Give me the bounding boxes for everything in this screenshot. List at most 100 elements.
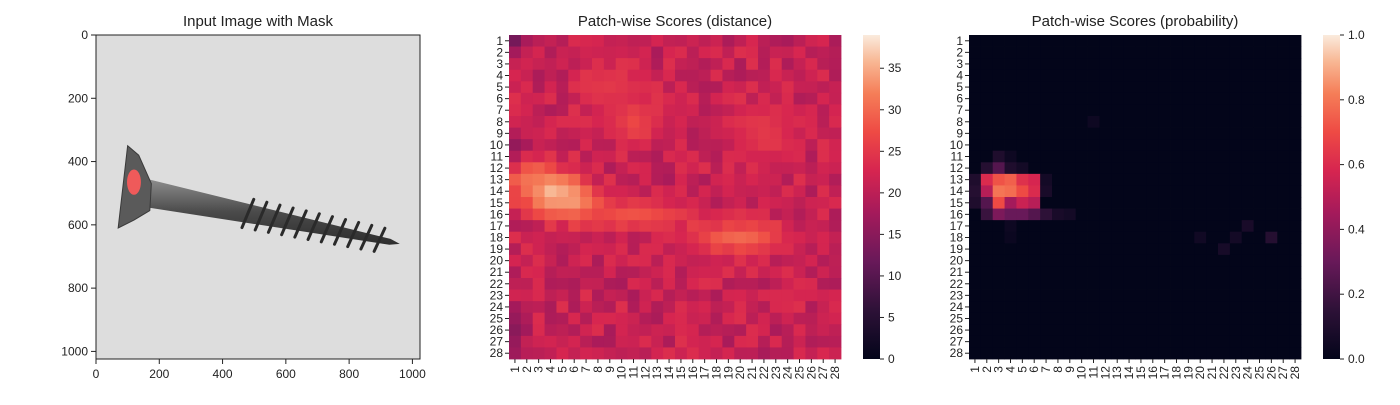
heatmap-cell bbox=[992, 266, 1005, 279]
heatmap-cell bbox=[1099, 208, 1112, 221]
heatmap-cell bbox=[1206, 35, 1219, 47]
x-tick-label: 20 bbox=[733, 366, 747, 380]
heatmap-cell bbox=[781, 335, 794, 348]
y-tick-label: 9 bbox=[496, 126, 503, 140]
heatmap-cell bbox=[568, 185, 581, 198]
heatmap-cell bbox=[1253, 208, 1266, 221]
heatmap-cell bbox=[817, 150, 830, 163]
heatmap-cell bbox=[1135, 197, 1148, 209]
heatmap-cell bbox=[781, 278, 794, 290]
heatmap-cell bbox=[1123, 127, 1136, 140]
heatmap-cell bbox=[722, 243, 735, 256]
heatmap-cell bbox=[1135, 278, 1148, 290]
heatmap-cell bbox=[1265, 324, 1278, 337]
heatmap-cell bbox=[722, 266, 735, 279]
heatmap-cell bbox=[1016, 104, 1029, 117]
heatmap-cell bbox=[1052, 127, 1065, 140]
heatmap-cell bbox=[969, 254, 982, 267]
heatmap-cell bbox=[1182, 347, 1195, 360]
heatmap-cell bbox=[1194, 185, 1207, 198]
heatmap-cell bbox=[556, 104, 569, 117]
heatmap-cell bbox=[1075, 324, 1088, 337]
heatmap-cell bbox=[1229, 46, 1243, 59]
heatmap-cell bbox=[710, 208, 723, 221]
heatmap-cell bbox=[1063, 173, 1077, 186]
heatmap-cell bbox=[1099, 231, 1112, 244]
heatmap-cell bbox=[722, 69, 735, 82]
heatmap-cell bbox=[639, 35, 652, 47]
heatmap-cell bbox=[805, 81, 818, 94]
heatmap-cell bbox=[1218, 46, 1231, 59]
heatmap-cell bbox=[1265, 278, 1278, 290]
heatmap-cell bbox=[1075, 92, 1088, 105]
heatmap-cell bbox=[532, 46, 545, 59]
heatmap-cell bbox=[1265, 254, 1278, 267]
heatmap-cell bbox=[1218, 173, 1231, 186]
y-tick-label: 8 bbox=[956, 115, 963, 129]
heatmap-cell bbox=[686, 150, 700, 163]
heatmap-cell bbox=[592, 92, 605, 105]
heatmap-cell bbox=[1123, 347, 1136, 360]
heatmap-cell bbox=[722, 208, 735, 221]
heatmap-cell bbox=[509, 69, 522, 82]
heatmap-cell bbox=[1277, 92, 1290, 105]
heatmap-cell bbox=[769, 266, 783, 279]
heatmap-cell bbox=[556, 127, 569, 140]
heatmap-cell bbox=[627, 289, 640, 302]
heatmap-cell bbox=[992, 301, 1005, 314]
heatmap-cell bbox=[734, 104, 747, 117]
heatmap-cell bbox=[805, 46, 818, 59]
heatmap-cell bbox=[568, 150, 581, 163]
heatmap-cell bbox=[1028, 197, 1041, 209]
heatmap-cell bbox=[520, 104, 534, 117]
heatmap-cell bbox=[509, 208, 522, 221]
heatmap-cell bbox=[805, 185, 818, 198]
chart-title-image: Input Image with Mask bbox=[183, 13, 334, 30]
heatmap-cell bbox=[1146, 127, 1160, 140]
heatmap-cell bbox=[615, 324, 628, 337]
heatmap-cell bbox=[580, 324, 593, 337]
heatmap-cell bbox=[1241, 69, 1254, 82]
heatmap-cell bbox=[1146, 104, 1160, 117]
heatmap-cell bbox=[509, 92, 522, 105]
heatmap-cell bbox=[1277, 162, 1290, 175]
heatmap-cell bbox=[1075, 69, 1088, 82]
heatmap-cell bbox=[580, 81, 593, 94]
heatmap-cell bbox=[698, 335, 711, 348]
heatmap-cell bbox=[817, 254, 830, 267]
x-tick-label: 13 bbox=[650, 366, 664, 380]
heatmap-cell bbox=[1146, 150, 1160, 163]
heatmap-cell bbox=[1182, 266, 1195, 279]
heatmap-cell bbox=[758, 185, 771, 198]
heatmap-cell bbox=[580, 266, 593, 279]
heatmap-cell bbox=[734, 324, 747, 337]
heatmap-cell bbox=[817, 289, 830, 302]
heatmap-cell bbox=[615, 301, 628, 314]
heatmap-cell bbox=[758, 197, 771, 209]
heatmap-cell bbox=[698, 173, 711, 186]
heatmap-cell bbox=[817, 185, 830, 198]
heatmap-cell bbox=[746, 173, 759, 186]
heatmap-cell bbox=[1063, 324, 1077, 337]
heatmap-cell bbox=[1111, 150, 1124, 163]
heatmap-cell bbox=[969, 243, 982, 256]
heatmap-cell bbox=[1194, 104, 1207, 117]
heatmap-cell bbox=[698, 185, 711, 198]
heatmap-cell bbox=[758, 312, 771, 325]
heatmap-cell bbox=[1111, 289, 1124, 302]
heatmap-cell bbox=[817, 231, 830, 244]
heatmap-cell bbox=[1028, 139, 1041, 152]
heatmap-cell bbox=[746, 197, 759, 209]
heatmap-cell bbox=[805, 278, 818, 290]
heatmap-cell bbox=[781, 347, 794, 360]
heatmap-cell bbox=[793, 69, 806, 82]
heatmap-cell bbox=[746, 162, 759, 175]
heatmap-cell bbox=[817, 81, 830, 94]
heatmap-cell bbox=[615, 104, 628, 117]
heatmap-cell bbox=[1135, 127, 1148, 140]
heatmap-cell bbox=[1016, 335, 1029, 348]
heatmap-cell bbox=[1016, 46, 1029, 59]
heatmap-cell bbox=[781, 139, 794, 152]
heatmap-cell bbox=[1253, 324, 1266, 337]
heatmap-cell bbox=[568, 335, 581, 348]
